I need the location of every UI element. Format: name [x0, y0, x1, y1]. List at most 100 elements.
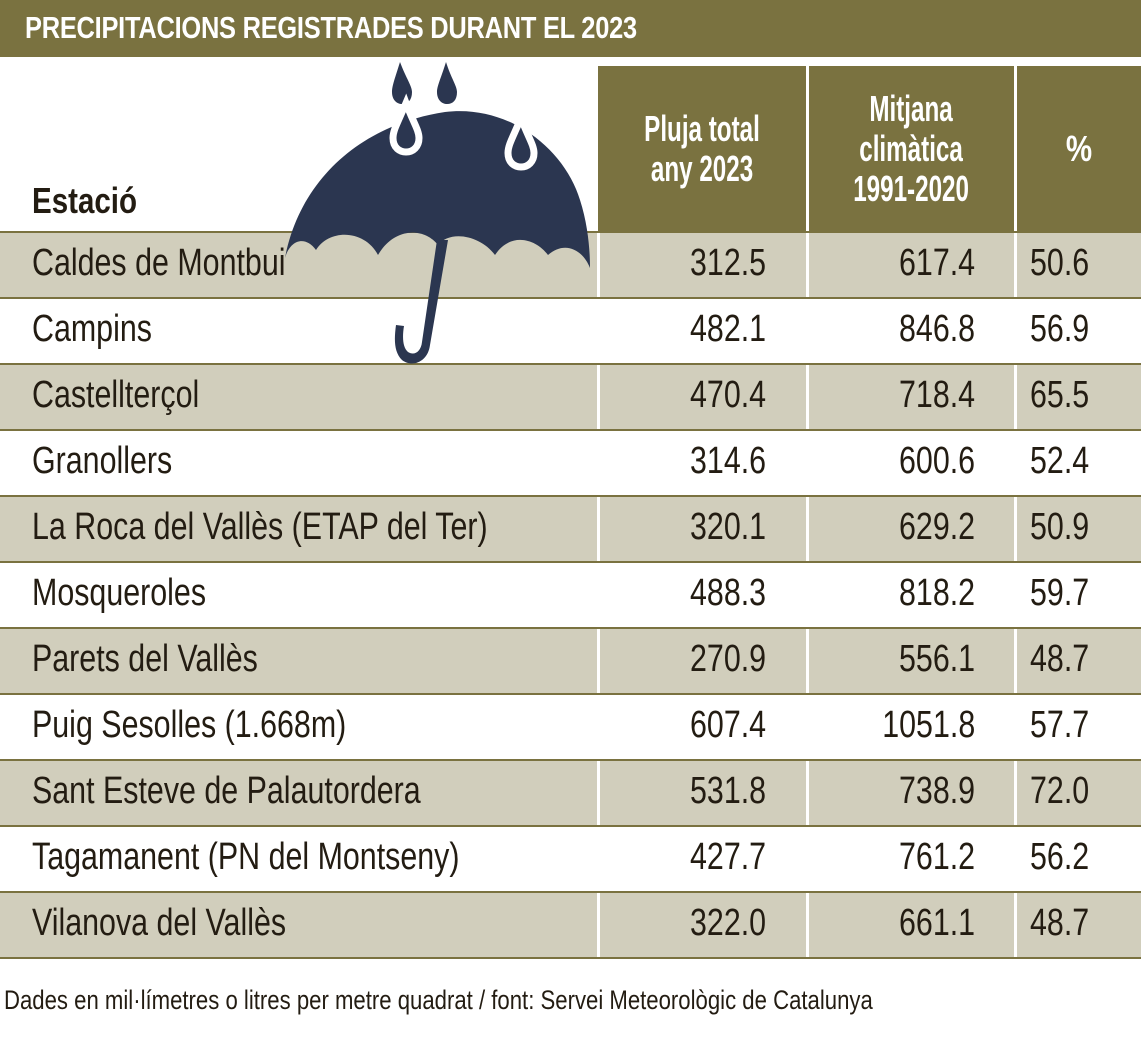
cell-station: Caldes de Montbui	[32, 242, 286, 284]
header-avg-line2: climàtica	[859, 128, 964, 169]
header-total-line1: Pluja total	[644, 108, 760, 149]
cell-percent: 59.7	[1030, 572, 1090, 614]
column-separator	[1014, 827, 1017, 891]
page-title: PRECIPITACIONS REGISTRADES DURANT EL 202…	[25, 10, 637, 45]
cell-station: Mosqueroles	[32, 572, 207, 614]
cell-average: 846.8	[898, 308, 975, 350]
column-separator	[806, 827, 809, 891]
cell-station: La Roca del Vallès (ETAP del Ter)	[32, 506, 488, 548]
cell-percent: 52.4	[1030, 440, 1090, 482]
column-separator	[1014, 233, 1017, 297]
cell-total-2023: 314.6	[689, 440, 766, 482]
cell-station: Parets del Vallès	[32, 638, 258, 680]
cell-average: 761.2	[898, 836, 975, 878]
cell-station: Sant Esteve de Palautordera	[32, 770, 421, 812]
cell-percent: 56.2	[1030, 836, 1090, 878]
cell-station: Granollers	[32, 440, 173, 482]
table-row: Mosqueroles 488.3 818.2 59.7	[0, 563, 1141, 629]
column-separator	[806, 695, 809, 759]
header-station: Estació	[32, 180, 138, 221]
header-average: Mitjana climàtica 1991-2020	[809, 66, 1014, 232]
column-separator	[597, 695, 600, 759]
column-separator	[806, 629, 809, 693]
column-separator	[597, 497, 600, 561]
table-row: Castellterçol 470.4 718.4 65.5	[0, 365, 1141, 431]
column-separator	[597, 893, 600, 957]
table-row: Campins 482.1 846.8 56.9	[0, 299, 1141, 365]
cell-percent: 48.7	[1030, 638, 1090, 680]
cell-average: 661.1	[898, 902, 975, 944]
cell-average: 818.2	[898, 572, 975, 614]
header-avg-line1: Mitjana	[869, 88, 954, 129]
cell-total-2023: 531.8	[689, 770, 766, 812]
cell-average: 1051.8	[882, 704, 975, 746]
header-total: Pluja total any 2023	[598, 66, 806, 232]
column-separator	[1014, 365, 1017, 429]
title-bar: PRECIPITACIONS REGISTRADES DURANT EL 202…	[0, 0, 1141, 57]
column-separator	[597, 629, 600, 693]
table-row: Puig Sesolles (1.668m) 607.4 1051.8 57.7	[0, 695, 1141, 761]
column-separator	[1014, 629, 1017, 693]
column-separator	[1014, 893, 1017, 957]
cell-percent: 57.7	[1030, 704, 1090, 746]
cell-station: Campins	[32, 308, 152, 350]
column-separator	[1014, 299, 1017, 363]
cell-total-2023: 482.1	[689, 308, 766, 350]
cell-total-2023: 607.4	[689, 704, 766, 746]
cell-total-2023: 320.1	[689, 506, 766, 548]
table-row: Tagamanent (PN del Montseny) 427.7 761.2 56…	[0, 827, 1141, 893]
header-percent-label: %	[1065, 128, 1093, 169]
table-row: Parets del Vallès 270.9 556.1 48.7	[0, 629, 1141, 695]
column-separator	[1014, 431, 1017, 495]
column-separator	[1014, 563, 1017, 627]
cell-station: Puig Sesolles (1.668m)	[32, 704, 347, 746]
column-separator	[1014, 761, 1017, 825]
cell-percent: 50.9	[1030, 506, 1090, 548]
cell-total-2023: 322.0	[689, 902, 766, 944]
column-separator	[806, 299, 809, 363]
column-separator	[597, 299, 600, 363]
cell-station: Vilanova del Vallès	[32, 902, 287, 944]
column-separator	[806, 893, 809, 957]
table-row: Granollers 314.6 600.6 52.4	[0, 431, 1141, 497]
umbrella-rain-icon	[285, 62, 590, 364]
cell-total-2023: 488.3	[689, 572, 766, 614]
cell-total-2023: 470.4	[689, 374, 766, 416]
cell-percent: 50.6	[1030, 242, 1090, 284]
cell-station: Tagamanent (PN del Montseny)	[32, 836, 460, 878]
table-row: La Roca del Vallès (ETAP del Ter) 320.1 62…	[0, 497, 1141, 563]
column-separator	[806, 365, 809, 429]
column-separator	[1014, 497, 1017, 561]
table-row: Sant Esteve de Palautordera 531.8 738.9 72.…	[0, 761, 1141, 827]
column-separator	[806, 233, 809, 297]
cell-total-2023: 270.9	[689, 638, 766, 680]
footer-source: Dades en mil·límetres o litres per metre…	[4, 985, 873, 1015]
header-percent: %	[1017, 66, 1141, 232]
table-row: Vilanova del Vallès 322.0 661.1 48.7	[0, 893, 1141, 959]
cell-percent: 65.5	[1030, 374, 1090, 416]
cell-station: Castellterçol	[32, 374, 200, 416]
cell-average: 629.2	[898, 506, 975, 548]
column-separator	[597, 827, 600, 891]
table-row: Caldes de Montbui 312.5 617.4 50.6	[0, 233, 1141, 299]
cell-percent: 48.7	[1030, 902, 1090, 944]
column-separator	[597, 365, 600, 429]
cell-total-2023: 427.7	[689, 836, 766, 878]
column-separator	[806, 497, 809, 561]
cell-percent: 56.9	[1030, 308, 1090, 350]
column-separator	[806, 431, 809, 495]
cell-average: 556.1	[898, 638, 975, 680]
column-separator	[806, 761, 809, 825]
column-separator	[806, 563, 809, 627]
cell-total-2023: 312.5	[689, 242, 766, 284]
column-separator	[597, 233, 600, 297]
column-separator	[1014, 695, 1017, 759]
cell-percent: 72.0	[1030, 770, 1090, 812]
cell-average: 617.4	[898, 242, 975, 284]
header-avg-line3: 1991-2020	[853, 168, 970, 209]
header-total-line2: any 2023	[650, 148, 754, 189]
cell-average: 738.9	[898, 770, 975, 812]
column-separator	[597, 563, 600, 627]
column-separator	[597, 761, 600, 825]
cell-average: 600.6	[898, 440, 975, 482]
